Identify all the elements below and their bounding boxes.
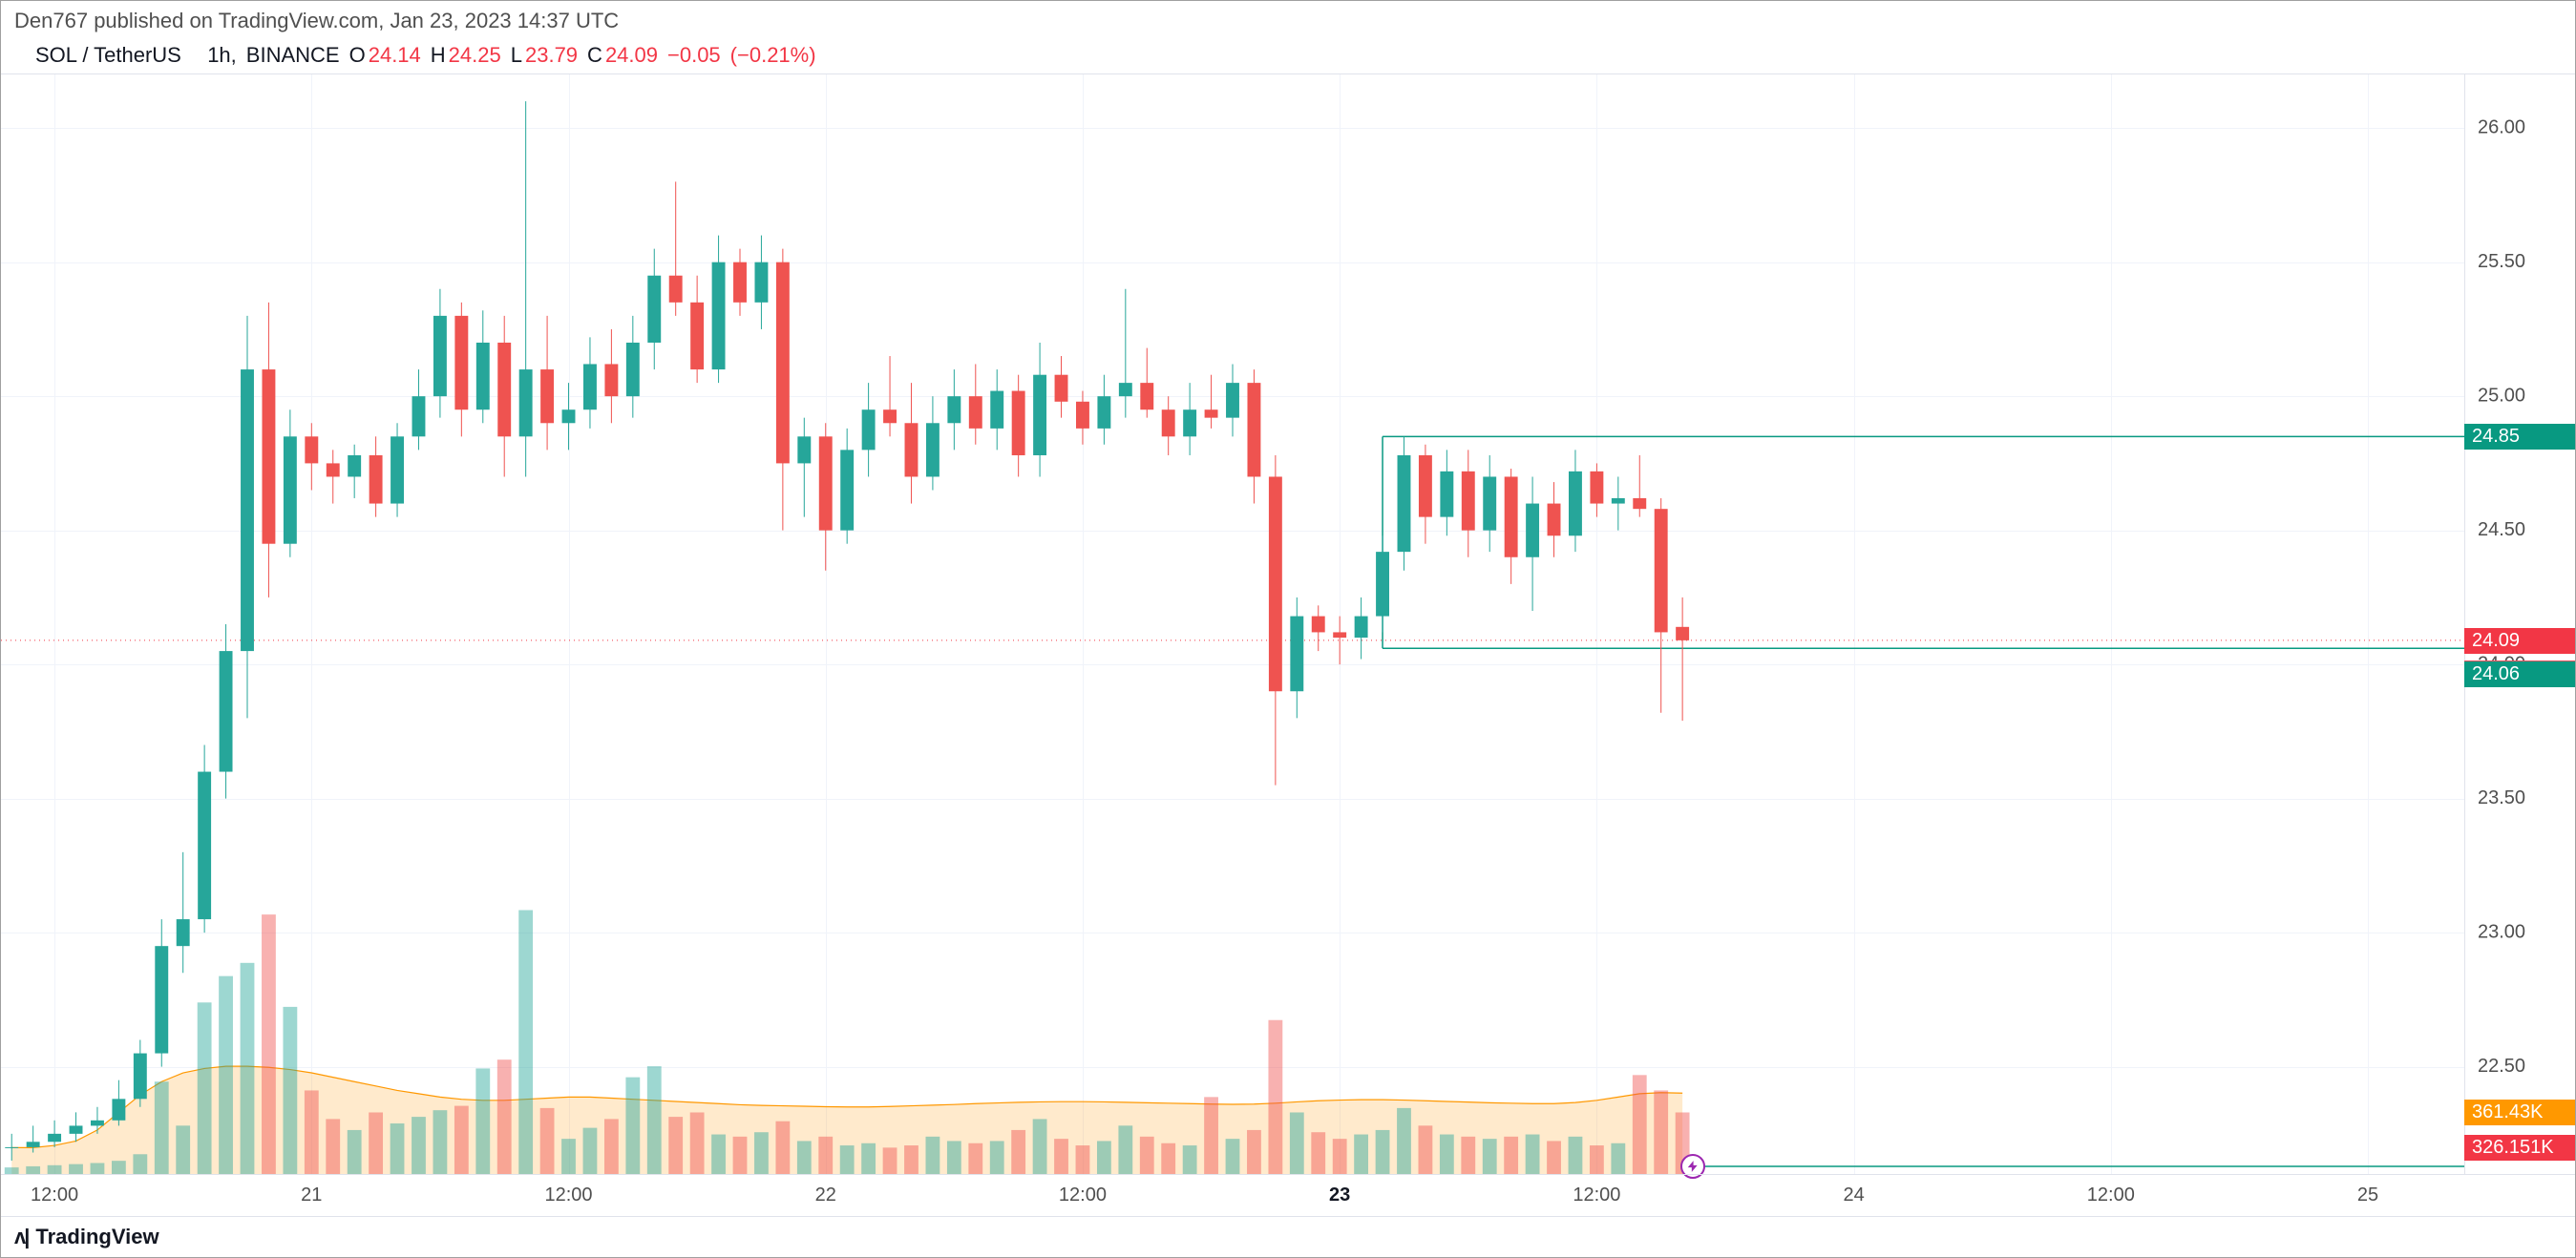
price-tag: 326.151K — [2464, 1135, 2575, 1161]
x-tick-label: 12:00 — [1059, 1185, 1107, 1206]
x-tick-label: 23 — [1329, 1185, 1350, 1206]
x-tick-label: 25 — [2357, 1185, 2378, 1206]
x-axis[interactable]: 12:00 21 12:00 22 12:00 23 12:00 24 12:00 25 — [1, 1174, 2575, 1216]
brand-name: TradingView — [35, 1225, 158, 1249]
interval: 1h, — [207, 43, 237, 68]
ohlc-open: O24.14 — [349, 43, 421, 68]
ohlc-low: L23.79 — [511, 43, 578, 68]
x-tick-label: 12:00 — [1573, 1185, 1620, 1206]
symbol-name: SOL / TetherUS — [35, 43, 181, 68]
exchange: BINANCE — [246, 43, 340, 68]
chart-canvas[interactable] — [1, 74, 2464, 1174]
chart-area[interactable]: 24.8524.0922:3124.06361.43K326.151K — [1, 73, 2575, 1174]
x-tick-label: 24 — [1843, 1185, 1864, 1206]
price-tag: 24.06 — [2464, 661, 2575, 687]
x-tick-label: 21 — [301, 1185, 322, 1206]
x-tick-label: 12:00 — [31, 1185, 78, 1206]
publish-info: Den767 published on TradingView.com, Jan… — [1, 1, 2575, 37]
footer: ᴧ| TradingView — [1, 1216, 2575, 1257]
y-axis-canvas[interactable] — [2464, 74, 2575, 1174]
price-tag: 24.09 — [2464, 628, 2575, 654]
chart-root: Den767 published on TradingView.com, Jan… — [0, 0, 2576, 1258]
publisher-name: Den767 — [14, 9, 88, 32]
ohlc-high: H24.25 — [431, 43, 501, 68]
ohlc-close: C24.09 — [587, 43, 658, 68]
change-pct: (−0.21%) — [730, 43, 816, 68]
x-tick-label: 12:00 — [544, 1185, 592, 1206]
price-tag: 361.43K — [2464, 1100, 2575, 1125]
x-tick-label: 22 — [815, 1185, 836, 1206]
price-tag: 24.85 — [2464, 424, 2575, 450]
tradingview-logo-icon: ᴧ| — [14, 1225, 28, 1249]
change-abs: −0.05 — [667, 43, 721, 68]
chart-legend: SOL / TetherUS · 1h, BINANCE O24.14 H24.… — [1, 37, 2575, 73]
x-tick-label: 12:00 — [2087, 1185, 2135, 1206]
